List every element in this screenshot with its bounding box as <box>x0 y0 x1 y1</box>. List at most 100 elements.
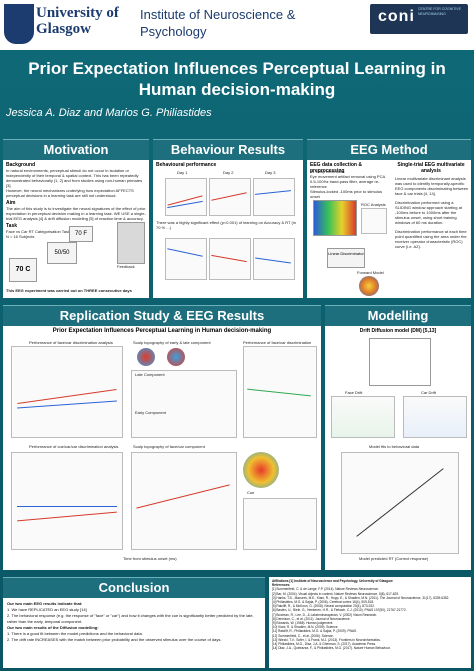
motivation-footer: This EEG experiment was carried out on T… <box>6 288 132 293</box>
reference-item: [8] Dennison, C., et al. (2011). Journal… <box>272 616 351 621</box>
rt-plot-day3 <box>253 238 295 280</box>
replication-plot1-title: Performance of face/car discrimination a… <box>29 340 113 345</box>
section-modelling: Modelling <box>325 305 471 326</box>
header-bar: University of Glasgow Institute of Neuro… <box>0 0 474 50</box>
face-drift-plot <box>331 396 395 438</box>
accuracy-plot-day3 <box>253 178 295 216</box>
eeg-acq-item: Eye movement artifact removal using PCA <box>310 174 386 179</box>
scatter-title: Model fits to behavioral data <box>369 444 420 449</box>
eeg-acq-item: 64 scalp electrodes <box>310 169 345 174</box>
accuracy-plot-day2 <box>209 178 251 216</box>
task-subjects: N = 16 Subjects <box>6 234 35 239</box>
coni-logo-icon <box>370 4 468 34</box>
aim-heading: Aim <box>6 200 16 206</box>
conclusion-item: 1. We have REPLICATED an EEG study [14] <box>7 607 87 612</box>
roc-label: ROC Analysis <box>361 202 386 207</box>
reference-item: [14] Philiastides, M.G., Diaz, J.A. & Gh… <box>272 642 376 647</box>
behaviour-heading: Behavioural performance <box>156 162 217 168</box>
reference-item: [7] Bowman, R., Lee, D., & Lakshminaraya… <box>272 612 378 617</box>
eeg-acq-item: Stimulus-locked -100ms prior to stimulus… <box>310 189 383 199</box>
task-heading: Task <box>6 223 18 229</box>
university-name: University of Glasgow <box>36 5 119 37</box>
scalp-late-icon <box>167 348 185 366</box>
plot4-line-blue <box>17 506 117 507</box>
modelling-panel: Drift Diffusion model (DM) [5,13] Face D… <box>325 326 471 570</box>
ddm-diagram <box>369 338 431 386</box>
replication-plot5 <box>131 452 237 550</box>
authors: Jessica A. Diaz and Marios G. Philiastid… <box>6 107 212 119</box>
reference-item: [9] Edwards, W. (1968). Human judgement. <box>272 621 334 626</box>
behaviour-note: There was a highly significant effect (p… <box>156 220 296 230</box>
forward-model-label: Forward Model <box>357 270 384 275</box>
scalp-map-icon <box>359 276 379 296</box>
references-heading: References: <box>272 583 291 588</box>
motivation-panel: Background In natural environments, perc… <box>3 160 149 298</box>
references-panel: Affiliations [1] Institute of Neuroscien… <box>269 577 471 668</box>
reference-item: [4] Philiastides, M.G. & Sajda, P. (2006… <box>272 600 374 605</box>
behaviour-panel: Behavioural performance Day 1 Day 2 Day … <box>153 160 303 298</box>
eeg-acq-list: 64 scalp electrodes Eye movement artifac… <box>310 169 388 199</box>
eeg-method-panel: EEG data collection & preprocessing 64 s… <box>307 160 471 298</box>
single-trial-item: Discrimination performance at each time … <box>395 229 467 249</box>
section-conclusion: Conclusion <box>3 577 265 598</box>
affiliations: Affiliations [1] Institute of Neuroscien… <box>272 579 393 583</box>
face-drift-label: Face Drift <box>345 390 363 395</box>
feedback-label: Feedback <box>117 264 135 269</box>
car-drift-plot <box>403 396 467 438</box>
day1-label: Day 1 <box>177 170 188 175</box>
reference-item: [3] Hanks, T.D., Mazurek, M.E., Kiani, R… <box>272 595 450 600</box>
car-drift-label: Car Drift <box>421 390 436 395</box>
reference-item: [5] Ratcliff, R., & McKoon, G. (2008). N… <box>272 604 375 609</box>
time-axis-label: Time from stimulus onset (ms) <box>123 556 177 561</box>
conclusion-heading-1: Our two main EEG results indicate that: <box>7 601 83 606</box>
university-crest-icon <box>4 4 34 44</box>
scalp-early-icon <box>137 348 155 366</box>
scalp-cue-icon <box>243 452 279 488</box>
roc-plot <box>361 208 387 234</box>
replication-plot6 <box>243 498 317 550</box>
replication-plot4-title: Performance of cue/car/car discriminatio… <box>29 444 119 449</box>
replication-plot1 <box>11 346 123 438</box>
single-trial-heading: Single-trial EEG multivariate analysis <box>397 162 465 174</box>
section-behaviour: Behaviour Results <box>153 139 303 160</box>
reference-item: [13] Wiecki, T.V., Sofer, I. & Frank, M.… <box>272 637 381 642</box>
background-heading: Background <box>6 162 36 168</box>
face-car-images-icon <box>117 222 145 264</box>
scatter-x-label: Model predicted RT (Correct response) <box>359 556 429 561</box>
ddm-heading: Drift Diffusion model (DM) [5,13] <box>359 328 437 334</box>
section-motivation: Motivation <box>3 139 149 160</box>
reference-item: [2] Bar, M. (2004). Visual objects in co… <box>272 591 399 596</box>
background-text-2: However, the neural mechanisms underlyin… <box>6 188 134 198</box>
rt-plot-day1 <box>165 238 207 280</box>
reference-item: [12] Summerfield, C., et al. (2006). Sci… <box>272 633 334 638</box>
conclusion-item: 2. The behavioral response (e.g. the res… <box>7 613 254 624</box>
reference-item: [10] Kiani, R. & Shadlen, M.N. (2009). S… <box>272 625 339 630</box>
stimulus-70f: 70 F <box>69 226 93 242</box>
eeg-acq-heading: EEG data collection & preprocessing <box>310 162 362 174</box>
replication-plot5-title: Scalp topography of face/car component <box>133 444 205 449</box>
reference-item: [1] Summerfield, C. & de Lange, F.P. (20… <box>272 587 379 592</box>
task-subheading: Face vs Car RT Categorisation Task <box>6 229 71 234</box>
coni-logo-text: coni <box>378 8 415 25</box>
section-eeg-method: EEG Method <box>307 139 471 160</box>
coni-subtitle: CENTRE FOR COGNITIVE NEUROIMAGING <box>418 7 461 16</box>
section-replication: Replication Study & EEG Results <box>3 305 321 326</box>
early-component-label: Early Component <box>135 410 166 415</box>
reference-item: [14] Diaz, J.A., Queirazza, F., & Philia… <box>272 646 391 651</box>
replication-plot4 <box>11 452 123 550</box>
day3-label: Day 3 <box>265 170 276 175</box>
conclusion-item: 2. The drift rate INCREASES with the mat… <box>7 637 222 642</box>
linear-discriminator-box: Linear Discriminator <box>327 248 365 268</box>
late-component-label: Late Component <box>135 372 165 377</box>
poster-title: Prior Expectation Influences Perceptual … <box>28 59 446 99</box>
single-trial-list: Linear multivariate discriminant analysi… <box>395 176 469 249</box>
conclusion-item: 1. There is a good fit between the model… <box>7 631 143 636</box>
replication-plot2-title: Scalp topography of early & late compone… <box>133 340 211 345</box>
conclusion-panel: Our two main EEG results indicate that: … <box>3 598 265 668</box>
replication-panel: Prior Expectation Influences Perceptual … <box>3 326 321 570</box>
background-text: In natural environments, perceptual stim… <box>6 168 143 188</box>
institute-name: Institute of Neuroscience & Psychology <box>140 7 296 39</box>
conclusion-heading-2: Our two main results of the Diffusion mo… <box>7 625 99 630</box>
day2-label: Day 2 <box>223 170 234 175</box>
